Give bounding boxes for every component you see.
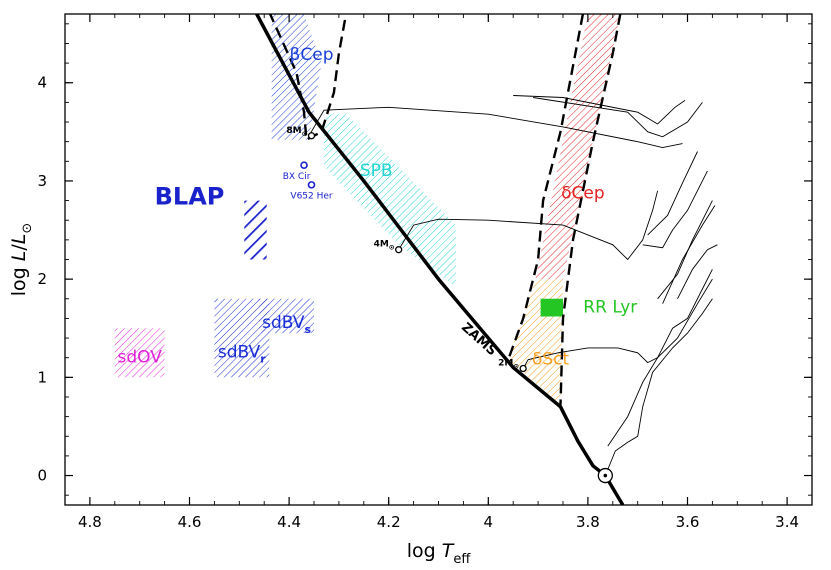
y-axis-title: log L/L⊙	[8, 223, 35, 297]
region-label-sdbvs: sdBVs	[262, 313, 311, 336]
evolutionary-track	[607, 278, 713, 447]
x-tick-label: 4	[484, 513, 494, 531]
region--cep	[535, 14, 621, 280]
evolutionary-track	[398, 190, 659, 261]
evolutionary-track	[647, 151, 698, 236]
mass-label: 2M⊙	[498, 359, 519, 371]
x-tick-label: 4.6	[178, 513, 202, 531]
mass-marker	[395, 246, 403, 254]
region-label-blap: BLAP	[155, 183, 225, 211]
zams-line	[255, 14, 625, 505]
region-blap	[244, 200, 267, 260]
y-tick-label: 1	[37, 368, 47, 386]
x-tick-label: 3.8	[576, 513, 600, 531]
mass-label: 8M⊙	[286, 126, 307, 138]
evolutionary-track	[513, 95, 686, 125]
evolutionary-track	[642, 170, 708, 249]
mass-label: 4M⊙	[374, 240, 395, 252]
evolutionary-track	[604, 298, 713, 476]
mass-marker	[519, 364, 527, 373]
x-axis-title: log Teff	[407, 540, 472, 567]
y-tick-label: 4	[37, 74, 47, 92]
sun-symbol-dot	[603, 473, 608, 478]
region-label-sdbvr: sdBVr	[218, 343, 266, 366]
evolutionary-track	[662, 205, 716, 304]
star-marker	[300, 161, 308, 170]
region-label-sdov: sdOV	[118, 348, 163, 368]
region-label--sct: δSct	[532, 350, 570, 370]
evolutionary-track	[677, 244, 718, 300]
star-label: BX Cir	[283, 172, 311, 182]
axes: 4.8 4.6 4.4 4.2 4 3.8 3.6 3.4 0 1 2 3 4 log Teff log L…	[8, 14, 813, 567]
region-sdov	[114, 328, 165, 378]
x-tick-label: 3.6	[676, 513, 700, 531]
x-tick-label: 4.8	[78, 513, 102, 531]
y-tick-label: 2	[37, 270, 47, 288]
instability-strip-red-edge	[559, 14, 622, 405]
evolutionary-track	[533, 97, 703, 138]
region-label-spb: SPB	[360, 161, 393, 181]
region-label-rr-lyr: RR Lyr	[583, 298, 637, 318]
region-spb	[324, 114, 456, 287]
evolutionary-track	[308, 106, 683, 149]
y-tick-label: 3	[37, 172, 47, 190]
x-tick-label: 4.4	[277, 513, 301, 531]
region-sdbvs	[259, 298, 314, 334]
evolutionary-track	[657, 200, 713, 300]
region-label--cep: δCep	[561, 184, 605, 204]
star-label: V652 Her	[290, 192, 333, 202]
mass-marker	[307, 132, 316, 140]
x-tick-label: 4.2	[377, 513, 401, 531]
region-rr-lyr	[540, 298, 563, 317]
evolutionary-track	[522, 269, 713, 369]
x-tick-label: 3.4	[775, 513, 799, 531]
region-sdbvr	[214, 298, 270, 378]
y-tick-label: 0	[37, 467, 47, 485]
region-label--cep: βCep	[290, 45, 334, 65]
star-marker	[307, 181, 316, 189]
